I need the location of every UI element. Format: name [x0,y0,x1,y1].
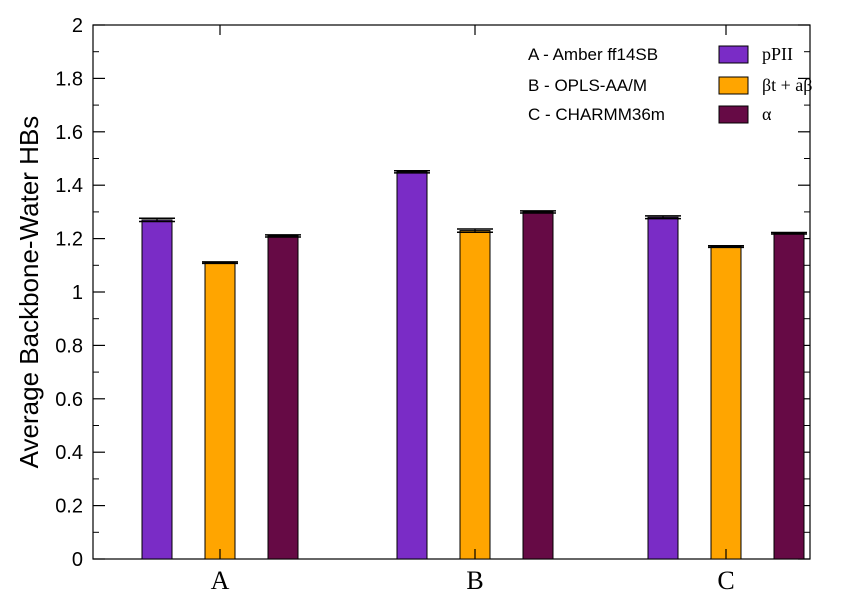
bar [710,246,742,560]
y-tick-label: 2 [72,15,83,37]
y-tick-label: 0.8 [55,335,83,357]
bars [139,170,807,560]
x-tick-label: C [717,566,734,590]
bar [204,262,236,560]
bar [647,216,679,560]
legend-swatch [718,76,749,95]
y-tick-label: 0.4 [55,442,83,464]
y-tick-label: 0.2 [55,496,83,518]
legend-note-text: A - Amber ff14SB [528,45,658,64]
bar [522,211,554,560]
bar [267,235,299,560]
y-tick-label: 0 [72,549,83,571]
x-axis: A B C [211,25,735,590]
bar [773,232,805,560]
legend-note-text: B - OPLS-AA/M [528,76,647,95]
y-tick-label: 1.8 [55,68,83,90]
y-tick-label: 0.6 [55,389,83,411]
legend-series-label: βt + aβ [762,75,812,95]
legend-series-label: α [762,104,772,124]
y-tick-label: 1.4 [55,175,83,197]
y-axis-label: Average Backbone-Water HBs [14,116,44,469]
x-tick-label: A [211,566,230,590]
y-tick-label: 1.6 [55,122,83,144]
legend-series-label: pPII [762,44,793,64]
x-tick-label: B [466,566,483,590]
y-tick-label: 1 [72,282,83,304]
y-tick-label: 1.2 [55,229,83,251]
bar [141,219,173,560]
legend-swatch [718,105,749,124]
bar [459,230,491,560]
legend-note-text: C - CHARMM36m [528,105,665,124]
legend: A - Amber ff14SB B - OPLS-AA/M C - CHARMM3… [528,44,812,124]
legend-swatch [718,45,749,64]
bar [396,171,428,560]
plot-frame [92,24,811,560]
